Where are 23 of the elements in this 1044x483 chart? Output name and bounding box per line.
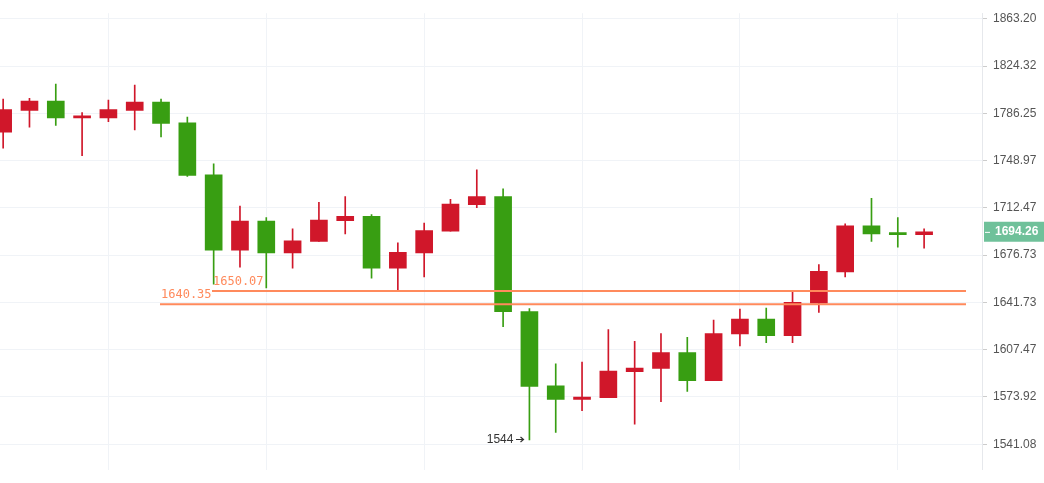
y-tick-label: 1786.25 xyxy=(993,105,1037,120)
candlestick xyxy=(467,169,486,208)
candlestick xyxy=(125,84,144,131)
candlestick xyxy=(915,228,933,249)
candlestick xyxy=(73,112,91,156)
annotation: 1544 xyxy=(486,432,514,447)
y-tick-label: 1541.08 xyxy=(993,436,1037,451)
y-tick-label: 1607.47 xyxy=(993,342,1037,357)
ref-line-label: 1640.35 xyxy=(161,287,212,302)
y-tick-label: 1863.20 xyxy=(993,11,1037,26)
y-tick-label: 1748.97 xyxy=(993,152,1037,167)
text: 1694.26 xyxy=(995,224,1039,239)
y-tick-label: 1824.32 xyxy=(993,58,1037,73)
candlestick xyxy=(573,361,591,412)
y-tick-label: 1641.73 xyxy=(993,294,1037,309)
y-tick-label: 1573.92 xyxy=(993,389,1037,404)
y-tick-label: 1676.73 xyxy=(993,247,1037,262)
candlestick xyxy=(336,196,355,235)
candlestick xyxy=(652,333,670,403)
ref-line-label: 1650.07 xyxy=(213,274,264,289)
candlestick xyxy=(546,363,565,433)
candlestick xyxy=(888,217,907,248)
y-tick-label: 1712.47 xyxy=(993,200,1037,215)
